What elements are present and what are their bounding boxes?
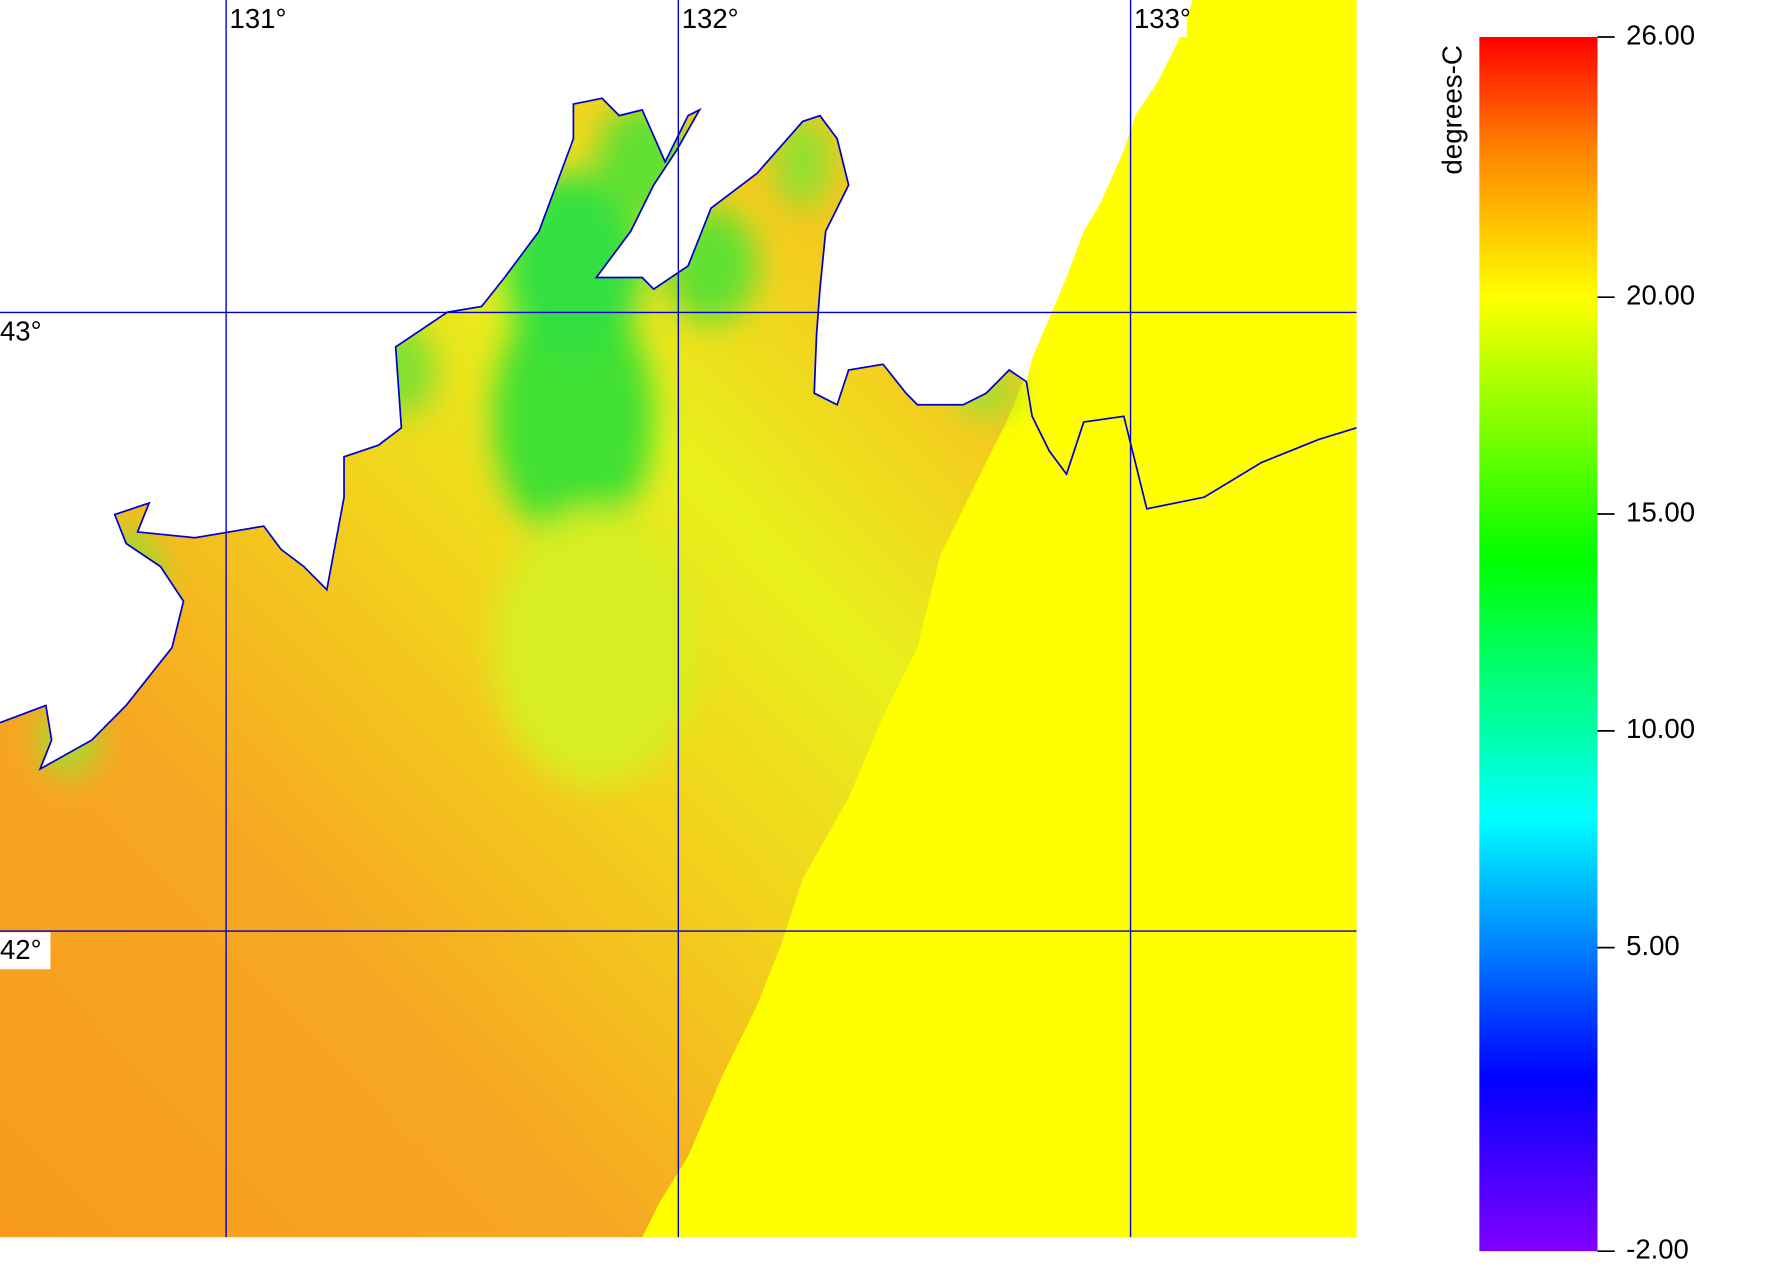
label-bg [0, 313, 51, 351]
colorbar-tick-label: -2.00 [1626, 1233, 1689, 1264]
colorbar-tick-label: 5.00 [1626, 930, 1680, 961]
lon-label: 131° [230, 3, 287, 34]
colorbar-tick-label: 20.00 [1626, 279, 1695, 310]
label-bg [679, 2, 735, 38]
lat-label: 43° [0, 315, 42, 346]
label-bg [227, 2, 283, 38]
lon-label: 133° [1134, 3, 1191, 34]
lon-label: 132° [682, 3, 739, 34]
colorbar [1479, 37, 1598, 1252]
colorbar-tick-label: 26.00 [1626, 19, 1695, 50]
coastline [0, 97, 1357, 771]
colorbar-tick-label: 15.00 [1626, 496, 1695, 527]
land [0, 0, 1193, 769]
colorbar-label: degrees-C [1437, 45, 1468, 175]
colorbar-tick-label: 10.00 [1626, 713, 1695, 744]
graticule: 131° 132° 133° 43° 42° [0, 0, 1357, 1238]
lat-label: 42° [0, 934, 42, 965]
label-bg [1131, 2, 1187, 38]
label-bg [0, 932, 51, 970]
